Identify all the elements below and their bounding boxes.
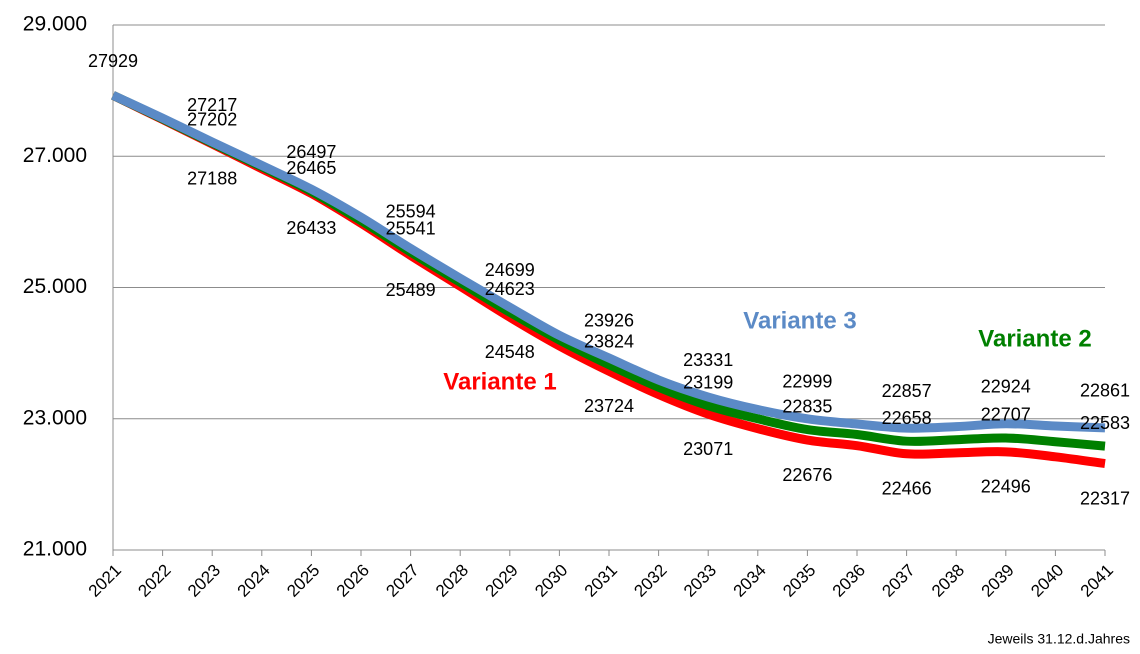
- data-label: 22317: [1080, 488, 1130, 508]
- x-tick-label: 2023: [184, 561, 224, 601]
- data-label: 22861: [1080, 381, 1130, 401]
- data-label: 22999: [782, 372, 832, 392]
- x-tick-label: 2032: [630, 561, 670, 601]
- data-label: 24623: [485, 279, 535, 299]
- data-label: 22857: [882, 381, 932, 401]
- data-label: 24548: [485, 342, 535, 362]
- y-tick-label: 21.000: [23, 538, 87, 561]
- x-tick-label: 2036: [829, 561, 869, 601]
- data-label: 22466: [882, 479, 932, 499]
- x-tick-label: 2028: [432, 561, 472, 601]
- series-name: Variante 2: [978, 325, 1091, 352]
- x-tick-label: 2024: [234, 561, 274, 601]
- x-tick-label: 2034: [730, 561, 770, 601]
- data-label: 22496: [981, 477, 1031, 497]
- x-tick-label: 2035: [779, 561, 819, 601]
- data-label: 22583: [1080, 413, 1130, 433]
- x-tick-label: 2026: [333, 561, 373, 601]
- x-tick-label: 2021: [85, 561, 125, 601]
- data-label: 25541: [386, 219, 436, 239]
- y-tick-label: 29.000: [23, 13, 87, 36]
- data-label: 27202: [187, 110, 237, 130]
- series-line: [111, 91, 1106, 433]
- x-tick-label: 2037: [878, 561, 918, 601]
- data-label: 22658: [882, 408, 932, 428]
- data-label: 27188: [187, 169, 237, 189]
- data-label: 26465: [286, 158, 336, 178]
- data-label: 23824: [584, 331, 634, 351]
- x-tick-label: 2027: [382, 561, 422, 601]
- data-label: 22707: [981, 405, 1031, 425]
- data-label: 23199: [683, 372, 733, 392]
- x-tick-label: 2041: [1077, 561, 1117, 601]
- x-tick-label: 2039: [978, 561, 1018, 601]
- data-label: 22676: [782, 465, 832, 485]
- x-tick-label: 2029: [482, 561, 522, 601]
- data-label: 22835: [782, 396, 832, 416]
- x-tick-label: 2033: [680, 561, 720, 601]
- data-label: 22924: [981, 376, 1031, 396]
- data-label: 23926: [584, 311, 634, 331]
- series-line: [111, 91, 1106, 451]
- x-tick-label: 2040: [1027, 561, 1067, 601]
- series-name: Variante 1: [443, 368, 556, 395]
- data-label: 24699: [485, 260, 535, 280]
- data-label: 27217: [187, 95, 237, 115]
- y-tick-label: 25.000: [23, 275, 87, 298]
- data-label: 25489: [386, 280, 436, 300]
- footnote: Jeweils 31.12.d.Jahres: [988, 631, 1130, 647]
- data-label: 25594: [386, 201, 436, 221]
- y-tick-label: 27.000: [23, 144, 87, 167]
- data-label: 26433: [286, 218, 336, 238]
- data-label: 26497: [286, 142, 336, 162]
- x-tick-label: 2030: [531, 561, 571, 601]
- data-label: 23071: [683, 439, 733, 459]
- data-label: 23331: [683, 350, 733, 370]
- data-label: 23724: [584, 396, 634, 416]
- series-name: Variante 3: [743, 307, 856, 334]
- x-tick-label: 2038: [928, 561, 968, 601]
- x-tick-label: 2025: [283, 561, 323, 601]
- y-tick-label: 23.000: [23, 406, 87, 429]
- data-label: 27929: [88, 51, 138, 71]
- x-tick-label: 2031: [581, 561, 621, 601]
- x-tick-label: 2022: [134, 561, 174, 601]
